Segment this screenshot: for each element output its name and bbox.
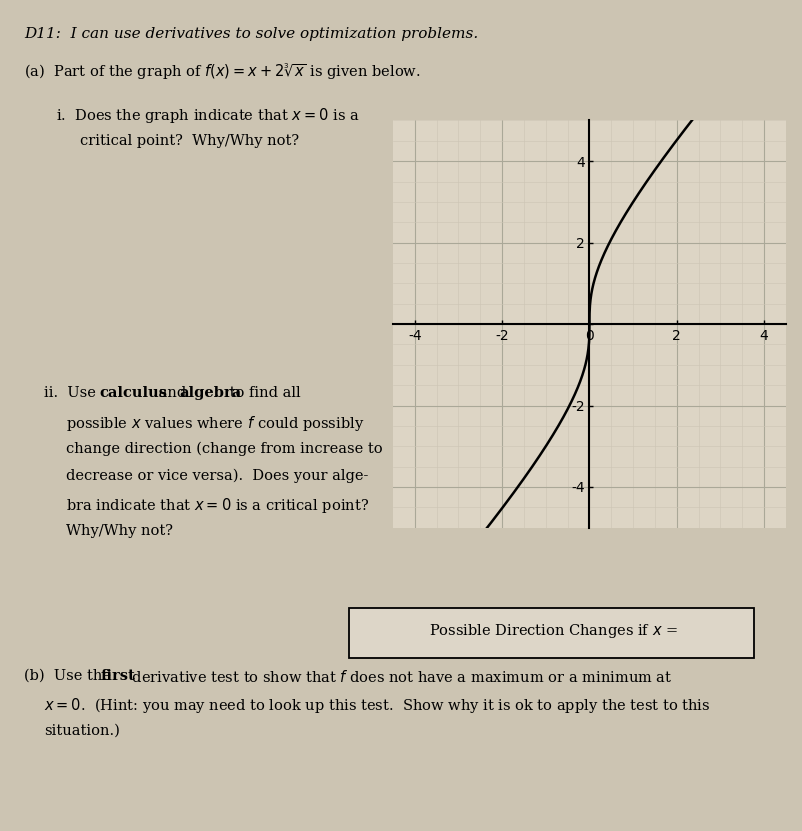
Text: Possible Direction Changes if $x$ =: Possible Direction Changes if $x$ =	[429, 622, 678, 640]
Text: bra indicate that $x = 0$ is a critical point?: bra indicate that $x = 0$ is a critical …	[66, 496, 369, 515]
Text: first: first	[100, 669, 135, 683]
Text: $x = 0$.  (Hint: you may need to look up this test.  Show why it is ok to apply : $x = 0$. (Hint: you may need to look up …	[44, 696, 711, 715]
Text: decrease or vice versa).  Does your alge-: decrease or vice versa). Does your alge-	[66, 469, 368, 483]
Text: calculus: calculus	[99, 386, 168, 401]
Text: change direction (change from increase to: change direction (change from increase t…	[66, 441, 383, 455]
Text: Why/Why not?: Why/Why not?	[66, 524, 172, 538]
FancyBboxPatch shape	[349, 608, 754, 658]
Text: critical point?  Why/Why not?: critical point? Why/Why not?	[80, 134, 299, 148]
Text: i.  Does the graph indicate that $x = 0$ is a: i. Does the graph indicate that $x = 0$ …	[56, 106, 359, 125]
Text: (a)  Part of the graph of $f(x) = x + 2\sqrt[3]{x}$ is given below.: (a) Part of the graph of $f(x) = x + 2\s…	[24, 62, 421, 82]
Text: derivative test to show that $f$ does not have a maximum or a minimum at: derivative test to show that $f$ does no…	[127, 669, 672, 685]
Text: possible $x$ values where $f$ could possibly: possible $x$ values where $f$ could poss…	[66, 414, 364, 433]
Text: ii.  Use: ii. Use	[44, 386, 100, 401]
Text: (b)  Use the: (b) Use the	[24, 669, 115, 683]
Text: to find all: to find all	[225, 386, 300, 401]
Text: algebra: algebra	[180, 386, 241, 401]
Text: and: and	[154, 386, 191, 401]
Text: D11:  I can use derivatives to solve optimization problems.: D11: I can use derivatives to solve opti…	[24, 27, 478, 41]
Text: situation.): situation.)	[44, 724, 120, 738]
